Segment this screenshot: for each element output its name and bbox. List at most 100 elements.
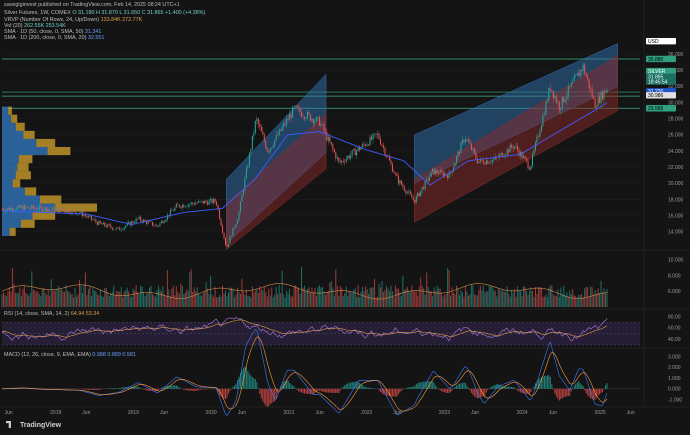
vol-legend[interactable]: Vol (20) 262.55K 253.54K [4, 23, 66, 29]
candle-body [116, 227, 118, 230]
volume-bar [320, 287, 322, 307]
macd-histogram-bar [594, 388, 596, 400]
vrvp-legend[interactable]: VRVP (Number Of Rows, 24, Up/Down) 133.8… [4, 17, 142, 23]
candle-body [232, 227, 234, 237]
volume-bar [348, 291, 350, 307]
candle-body [332, 144, 334, 150]
volume-bar [339, 285, 341, 307]
macd-histogram-bar [95, 388, 97, 390]
macd-histogram-bar [93, 388, 95, 390]
macd-histogram-bar [302, 388, 304, 394]
candle-body [460, 142, 462, 154]
candle-body [71, 210, 73, 214]
candle-body [208, 200, 210, 205]
candle-body [101, 223, 103, 225]
candle-body [216, 201, 218, 205]
sma50-legend[interactable]: SMA · 1D (50, close, 0, SMA, 50) 31.341 [4, 29, 101, 35]
symbol-legend[interactable]: Silver Futures, 1W, COMEX O 31.180 H 31.… [4, 10, 205, 16]
volume-bar [400, 295, 402, 307]
tradingview-logo[interactable]: TradingView [6, 421, 61, 429]
volume-bar [599, 293, 601, 307]
volume-bar [590, 286, 592, 307]
macd-histogram-bar [299, 388, 301, 392]
volume-bar [55, 290, 57, 307]
candle-body [245, 168, 247, 179]
macd-histogram-bar [190, 388, 192, 391]
macd-histogram-bar [329, 388, 331, 393]
macd-histogram-bar [300, 388, 303, 393]
volume-bar [415, 290, 417, 307]
candle-body [169, 210, 171, 217]
candle-body [473, 148, 475, 153]
volume-bar [47, 289, 49, 307]
macd-histogram-bar [351, 382, 353, 389]
sma200-legend[interactable]: SMA · 1D (200, close, 0, SMA, 20) 32.551 [4, 35, 104, 41]
volume-bar [372, 287, 374, 307]
volume-bar [411, 285, 413, 307]
price-label: 18:45:54 [648, 79, 668, 85]
volume-bar [569, 290, 571, 307]
macd-histogram-bar [140, 388, 142, 389]
volume-bar [135, 285, 137, 307]
volume-bar [505, 292, 507, 307]
macd-histogram-bar [423, 381, 425, 389]
volume-bar [134, 290, 136, 307]
volume-bar [542, 296, 544, 307]
volume-bar [259, 286, 261, 307]
candle-body [333, 149, 335, 153]
candle-body [132, 221, 134, 223]
volume-bar [123, 291, 125, 307]
macd-histogram-bar [581, 384, 583, 389]
candle-body [241, 195, 243, 202]
volume-bar [487, 291, 489, 307]
candle-body [584, 64, 586, 74]
volume-bar [530, 287, 532, 307]
macd-histogram-bar [447, 388, 449, 393]
volume-bar [247, 295, 249, 307]
macd-histogram-bar [464, 383, 466, 389]
candle-body [159, 223, 161, 227]
volume-bar [461, 292, 463, 307]
volume-bar [193, 287, 195, 307]
volume-bar [250, 297, 252, 307]
macd-histogram-bar [99, 388, 101, 390]
macd-histogram-bar [229, 388, 231, 391]
volume-bar [31, 271, 33, 307]
volume-bar [582, 297, 584, 307]
volume-bar [593, 294, 595, 307]
volume-bar [68, 291, 70, 307]
volume-bar [29, 293, 31, 307]
volume-bar [169, 296, 171, 307]
volume-bar [211, 294, 213, 307]
volume-bar [359, 297, 361, 307]
macd-histogram-bar [493, 385, 495, 389]
macd-histogram-bar [512, 386, 514, 389]
volume-bar [317, 287, 319, 307]
volume-profile-bar-down [40, 195, 62, 204]
publisher-line: savegiginvest published on TradingView.c… [4, 2, 180, 8]
rsi-legend[interactable]: RSI (14, close, SMA, 14, 2) 64.94 53.34 [4, 311, 99, 317]
volume-bar [256, 288, 258, 307]
time-tick: Jun [5, 410, 13, 416]
macd-histogram-bar [602, 388, 604, 392]
candle-body [555, 96, 557, 103]
vrvp-label: VRVP (Number Of Rows, 24, Up/Down) [4, 17, 100, 23]
time-tick: 2022 [361, 410, 372, 416]
volume-profile-bar-down [21, 219, 35, 228]
volume-bar [80, 285, 82, 307]
macd-histogram-bar [415, 384, 417, 389]
candle-body [438, 173, 440, 175]
candle-body [284, 123, 286, 125]
volume-bar [96, 294, 98, 307]
volume-bar [7, 291, 9, 307]
volume-bar [356, 296, 358, 307]
macd-histogram-bar [384, 388, 386, 395]
candle-body [181, 204, 183, 208]
candle-body [530, 165, 532, 170]
volume-bar [16, 293, 18, 307]
volume-bar [84, 272, 86, 307]
volume-bar [312, 292, 314, 307]
volume-bar [402, 276, 404, 307]
macd-legend[interactable]: MACD (12, 26, close, 9, EMA, EMA) 0.988 … [4, 352, 136, 358]
